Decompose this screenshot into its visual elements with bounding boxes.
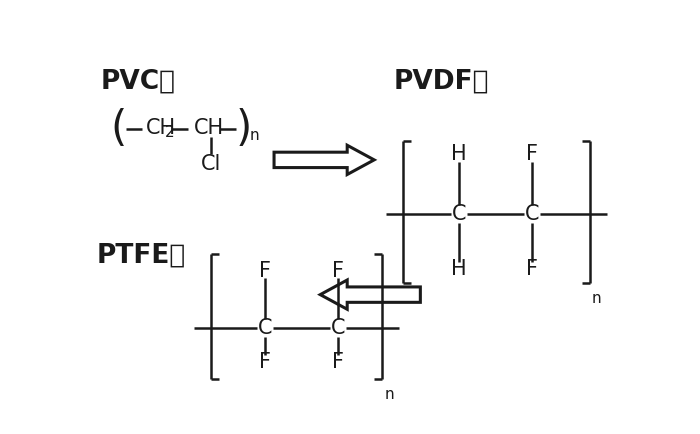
Polygon shape xyxy=(274,145,375,174)
Text: F: F xyxy=(332,261,344,281)
Text: F: F xyxy=(259,261,271,281)
Text: C: C xyxy=(452,204,466,224)
Text: C: C xyxy=(525,204,539,224)
Text: F: F xyxy=(332,352,344,372)
Text: F: F xyxy=(526,145,538,164)
Text: F: F xyxy=(259,352,271,372)
Text: PVC：: PVC： xyxy=(101,69,176,95)
Text: 2: 2 xyxy=(165,125,175,141)
Text: PVDF：: PVDF： xyxy=(393,69,489,95)
Text: Cl: Cl xyxy=(201,155,221,174)
Text: (: ( xyxy=(111,108,127,150)
Text: H: H xyxy=(451,145,467,164)
Text: n: n xyxy=(249,128,259,143)
Text: n: n xyxy=(592,291,602,306)
Text: F: F xyxy=(526,259,538,279)
Text: H: H xyxy=(451,259,467,279)
Text: PTFE：: PTFE： xyxy=(97,243,186,269)
Text: CH: CH xyxy=(146,118,176,138)
Text: C: C xyxy=(258,318,272,338)
Text: n: n xyxy=(384,387,394,402)
Text: CH: CH xyxy=(193,118,224,138)
Polygon shape xyxy=(321,280,420,309)
Text: C: C xyxy=(330,318,345,338)
Text: ): ) xyxy=(235,108,252,150)
